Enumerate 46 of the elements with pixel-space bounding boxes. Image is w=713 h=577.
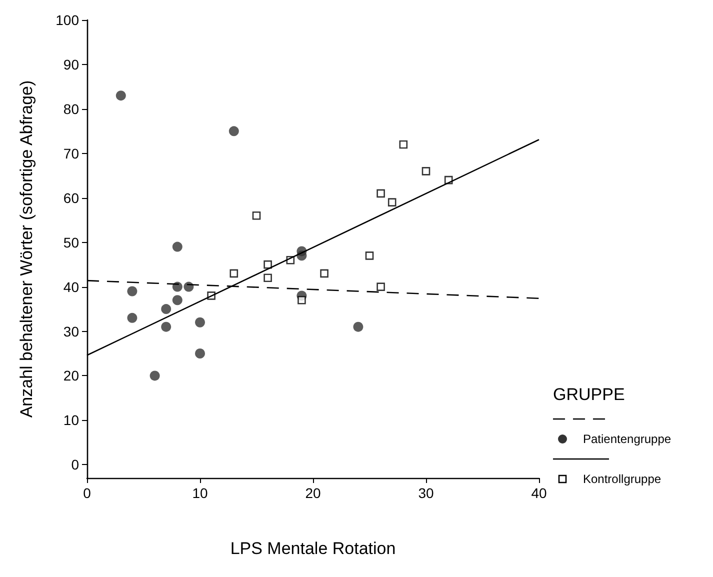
y-tick-label: 0 <box>71 456 80 473</box>
x-tick-label: 10 <box>192 485 208 501</box>
point <box>422 167 430 176</box>
legend-label: Patientengruppe <box>583 432 672 446</box>
point <box>172 282 182 292</box>
point <box>228 126 239 136</box>
y-tick-label: 70 <box>63 145 80 162</box>
x-tick-label: 30 <box>418 485 434 501</box>
point <box>116 90 126 101</box>
point <box>264 260 272 269</box>
point <box>150 370 160 381</box>
point <box>172 295 182 306</box>
y-tick-label: 10 <box>63 412 80 428</box>
x-tick-label: 20 <box>305 485 321 501</box>
point <box>298 296 306 304</box>
y-tick-label: 100 <box>56 12 80 28</box>
point <box>195 348 205 358</box>
y-tick-label: 90 <box>63 56 80 72</box>
point <box>127 312 138 323</box>
y-axis-title: Anzahl behaltener Wörter (sofortige Abfrage) <box>17 80 36 418</box>
point <box>320 269 328 278</box>
point <box>172 242 182 252</box>
point <box>353 322 364 332</box>
point <box>399 140 408 149</box>
legend-label: Kontrollgruppe <box>583 472 662 486</box>
point <box>376 189 385 198</box>
x-tick-label: 40 <box>531 485 547 501</box>
y-tick-label: 50 <box>63 234 80 250</box>
point <box>161 304 172 314</box>
point <box>195 317 205 328</box>
y-tick-label: 20 <box>63 368 80 384</box>
x-axis-title: LPS Mentale Rotation <box>230 539 396 558</box>
y-tick-label: 80 <box>63 100 80 117</box>
point <box>161 322 172 332</box>
point <box>365 252 374 260</box>
point <box>264 274 272 282</box>
point <box>252 212 261 220</box>
point <box>230 269 238 278</box>
y-tick-label: 30 <box>63 323 80 340</box>
y-tick-label: 60 <box>63 190 80 206</box>
point <box>376 282 385 291</box>
legend-title: GRUPPE <box>553 385 626 405</box>
point <box>388 198 396 206</box>
point <box>127 286 138 296</box>
y-tick-label: 40 <box>63 278 80 295</box>
x-tick-label: 0 <box>83 485 92 501</box>
